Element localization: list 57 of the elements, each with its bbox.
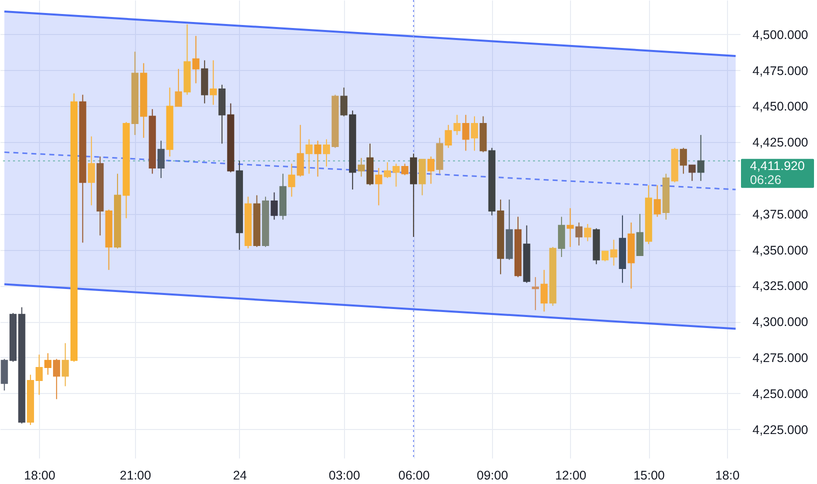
candlestick bbox=[427, 156, 434, 184]
candlestick bbox=[688, 164, 696, 182]
candlestick bbox=[470, 116, 478, 152]
candlestick bbox=[575, 222, 582, 246]
candlestick bbox=[444, 124, 452, 148]
y-tick-label: 4,300.000 bbox=[752, 315, 808, 330]
candlestick bbox=[210, 60, 217, 106]
candlestick bbox=[584, 223, 592, 242]
candlestick bbox=[158, 140, 165, 179]
y-tick-label: 4,350.000 bbox=[752, 243, 808, 258]
x-tick-label: 12:00 bbox=[555, 468, 586, 482]
x-tick-label: 15:00 bbox=[633, 468, 665, 482]
candlestick bbox=[306, 138, 313, 174]
candlestick bbox=[558, 216, 566, 258]
y-tick-label: 4,450.000 bbox=[752, 100, 808, 114]
candlestick bbox=[314, 140, 322, 178]
candlestick bbox=[0, 358, 8, 392]
y-tick-label: 4,250.000 bbox=[752, 386, 808, 401]
candlestick bbox=[340, 87, 348, 117]
ref-line-label: 4,411.920 bbox=[750, 158, 805, 173]
x-tick-label: 18:0 bbox=[715, 468, 740, 482]
x-tick-label: 03:00 bbox=[328, 468, 360, 482]
candlestick bbox=[88, 136, 95, 206]
candlestick bbox=[401, 163, 408, 176]
text: 06:26 bbox=[750, 172, 782, 187]
candlestick bbox=[697, 134, 704, 182]
candlestick bbox=[636, 213, 644, 256]
candlestick bbox=[44, 352, 52, 376]
x-tick-label: 21:00 bbox=[120, 468, 152, 482]
y-tick-label: 4,225.000 bbox=[752, 422, 808, 437]
candlestick bbox=[270, 192, 278, 220]
candlestick bbox=[358, 157, 365, 178]
y-tick-label: 4,275.000 bbox=[752, 351, 808, 365]
candlestick bbox=[654, 184, 661, 218]
y-tick-label: 4,325.000 bbox=[752, 279, 808, 294]
candlestick bbox=[288, 163, 296, 198]
x-tick-label: 09:00 bbox=[476, 468, 508, 482]
y-tick-label: 4,475.000 bbox=[752, 64, 808, 78]
candlestick bbox=[322, 138, 330, 168]
candlestick bbox=[53, 358, 60, 400]
candlestick bbox=[462, 114, 470, 152]
x-tick-label: 06:00 bbox=[398, 468, 430, 482]
x-tick-label: 24 bbox=[232, 468, 247, 482]
candlestick bbox=[454, 114, 461, 136]
x-tick-label: 18:00 bbox=[24, 468, 56, 482]
y-tick-label: 4,425.000 bbox=[752, 136, 808, 150]
candlestick bbox=[680, 147, 687, 174]
candlestick bbox=[296, 124, 304, 178]
candlestick bbox=[375, 167, 382, 206]
candlestick bbox=[540, 269, 548, 312]
candlestick bbox=[192, 35, 200, 84]
y-tick-label: 4,375.000 bbox=[752, 207, 808, 222]
y-tick-label: 4,500.000 bbox=[752, 28, 808, 42]
candlestick bbox=[566, 208, 574, 248]
candlestick bbox=[62, 342, 69, 387]
candlestick bbox=[532, 276, 539, 311]
candlestick bbox=[174, 68, 182, 107]
